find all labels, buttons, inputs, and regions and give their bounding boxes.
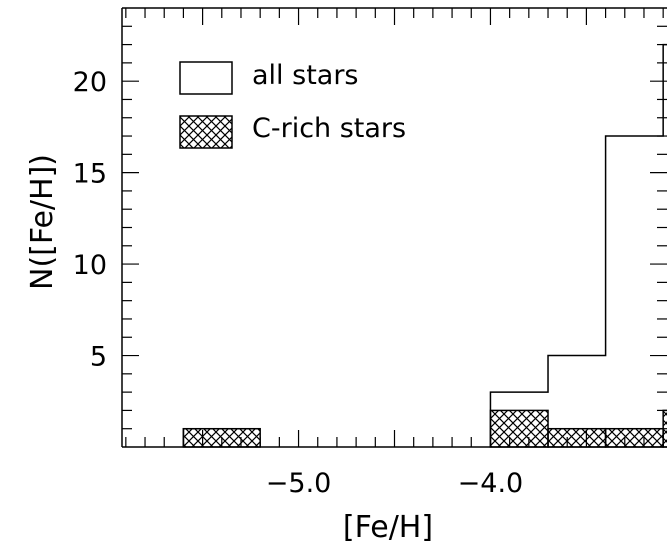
all-stars-outline	[182, 43, 667, 447]
c-rich-bar	[604, 427, 664, 448]
x-tick-label: −5.0	[266, 468, 332, 499]
y-tick-label: 20	[73, 67, 107, 98]
legend-swatch-c-rich-stars	[179, 115, 233, 149]
legend-label-all-stars: all stars	[252, 60, 359, 91]
legend-label-c-rich-stars: C-rich stars	[252, 113, 406, 144]
y-axis-ticks: 5 10 15 20	[73, 25, 667, 430]
y-tick-label: 10	[73, 250, 107, 281]
c-rich-stars-series	[182, 409, 667, 448]
c-rich-bar	[662, 409, 667, 448]
y-axis-title: N([Fe/H])	[25, 154, 60, 290]
x-axis-title: [Fe/H]	[343, 510, 433, 545]
x-tick-label: −4.0	[458, 468, 524, 499]
all-stars-series	[182, 43, 667, 447]
c-rich-bar	[182, 427, 261, 448]
y-tick-label: 15	[73, 159, 107, 190]
y-tick-label: 5	[90, 342, 107, 373]
legend: all stars C-rich stars	[179, 60, 406, 149]
x-axis-ticks: −5.0 −4.0	[125, 8, 664, 499]
legend-swatch-all-stars	[179, 61, 233, 95]
c-rich-bar	[547, 427, 607, 448]
c-rich-bar	[489, 409, 549, 448]
